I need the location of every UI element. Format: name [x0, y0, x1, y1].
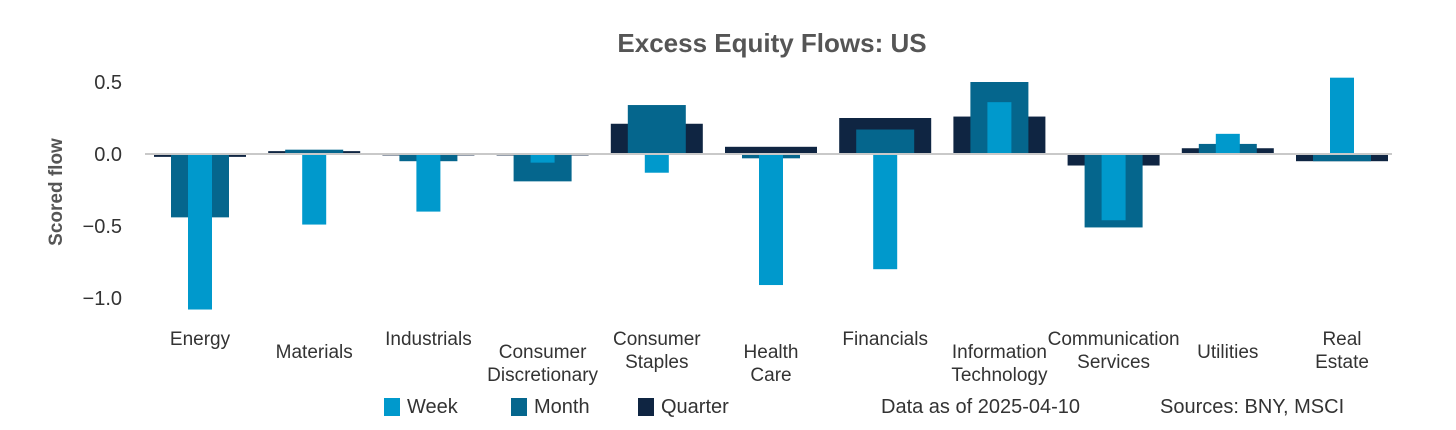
- y-tick-label: −1.0: [83, 288, 122, 310]
- legend-swatch-quarter: [638, 398, 654, 416]
- category-label: Communication Services: [1048, 329, 1180, 373]
- y-tick-label: 0.0: [94, 144, 122, 166]
- category-label: Consumer Staples: [613, 329, 701, 373]
- category-labels: Energy Materials Industrials Consumer Discre…: [170, 329, 1369, 386]
- category-label: Energy: [170, 329, 231, 350]
- legend-label-quarter: Quarter: [661, 396, 729, 418]
- bar-week: [644, 154, 669, 173]
- legend-swatch-month: [511, 398, 527, 416]
- bar-week: [1330, 77, 1354, 154]
- category-label: Utilities: [1197, 342, 1258, 363]
- legend: Week Month Quarter: [384, 396, 729, 418]
- category-label: Industrials: [385, 329, 472, 350]
- bar-quarter: [725, 146, 817, 154]
- bars: [154, 77, 1388, 310]
- bar-week: [416, 154, 441, 212]
- category-label: Materials: [276, 342, 353, 363]
- bar-week: [873, 154, 898, 270]
- y-tick-label: 0.5: [94, 72, 122, 94]
- data-date-note: Data as of 2025-04-10: [881, 396, 1080, 418]
- sources-note: Sources: BNY, MSCI: [1160, 396, 1344, 418]
- category-label: Health Care: [744, 342, 799, 386]
- bar-week: [188, 154, 212, 310]
- bar-month: [627, 105, 686, 154]
- bar-month: [285, 149, 344, 154]
- legend-label-month: Month: [534, 396, 590, 418]
- y-axis-label: Scored flow: [46, 138, 67, 246]
- category-label: Real Estate: [1315, 329, 1369, 373]
- bar-week: [530, 154, 555, 163]
- category-label: Information Technology: [951, 342, 1048, 386]
- y-tick-label: −0.5: [83, 216, 122, 238]
- bar-week: [302, 154, 327, 225]
- category-label: Consumer Discretionary: [487, 342, 598, 386]
- category-label: Financials: [842, 329, 928, 350]
- legend-label-week: Week: [407, 396, 459, 418]
- y-axis-ticks: 0.5 0.0 −0.5 −1.0: [83, 72, 122, 310]
- chart-title: Excess Equity Flows: US: [617, 28, 926, 58]
- bar-week: [759, 154, 783, 286]
- legend-swatch-week: [384, 398, 400, 416]
- bar-month: [856, 129, 915, 154]
- bar-week: [1215, 133, 1240, 154]
- bar-week: [1101, 154, 1126, 221]
- bar-week: [987, 102, 1012, 154]
- bar-month: [1313, 154, 1371, 162]
